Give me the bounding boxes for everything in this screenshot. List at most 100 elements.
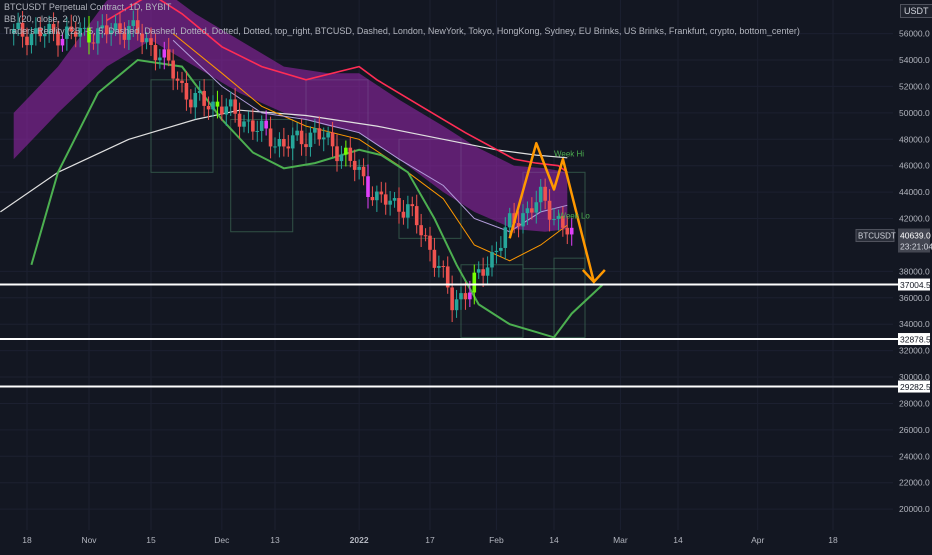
candle-body	[149, 38, 153, 46]
ma-red-line	[106, 0, 568, 173]
candle-body	[459, 293, 463, 300]
price-tick: 34000.0	[899, 319, 930, 329]
candle-body	[131, 20, 136, 27]
candle-body	[406, 204, 410, 218]
candle-body	[308, 132, 313, 148]
candle-body	[490, 252, 494, 268]
week-lo-label: Week Lo	[558, 212, 590, 221]
candle-body	[224, 106, 229, 115]
candle-body	[290, 135, 295, 149]
candle-body	[220, 106, 224, 115]
candle-body	[109, 30, 113, 35]
traders-reality-legend[interactable]: Traders Reality (25, -5, 5, Dashed, Dash…	[4, 26, 800, 36]
candle-body	[51, 23, 56, 32]
candle-body	[530, 208, 534, 213]
time-tick: 18	[828, 535, 838, 545]
price-tick: 54000.0	[899, 55, 930, 65]
candle-body	[344, 147, 348, 155]
candle-body	[317, 128, 322, 140]
candle-body	[158, 57, 162, 61]
symbol-badge	[855, 229, 895, 243]
time-tick: 13	[270, 535, 280, 545]
candle-body	[175, 78, 180, 81]
candle-body	[330, 132, 335, 147]
time-tick: Apr	[751, 535, 764, 545]
symbol-badge-text: BTCUSDT	[858, 232, 896, 241]
pattern-arrowhead	[581, 269, 606, 284]
candle-body	[29, 33, 34, 46]
price-tick: 52000.0	[899, 81, 930, 91]
candle-body	[321, 137, 326, 140]
candle-body	[534, 202, 539, 213]
candle-body	[16, 22, 20, 29]
candle-body	[91, 42, 96, 44]
price-tick: 24000.0	[899, 451, 930, 461]
candle-body	[104, 25, 109, 35]
candle-body	[144, 38, 149, 43]
candle-body	[233, 99, 237, 114]
price-tick: 38000.0	[899, 266, 930, 276]
ma-white-line	[0, 109, 568, 213]
candle-body	[441, 266, 446, 268]
candle-body	[268, 128, 273, 147]
candle-body	[251, 120, 255, 132]
candle-body	[485, 267, 490, 276]
purple-cloud	[13, 0, 568, 232]
price-tick: 32000.0	[899, 346, 930, 356]
candle-body	[255, 130, 260, 132]
time-axis[interactable]: 18 Nov 15 Dec 13 2022 17 Feb 14 Mar 14 Apr 18	[22, 535, 838, 545]
candle-body	[561, 215, 565, 228]
candle-body	[11, 28, 16, 34]
level-badge	[898, 333, 930, 346]
level-badge-text: 37004.5	[900, 280, 931, 290]
candle-body	[171, 60, 175, 79]
candle-body	[246, 120, 251, 122]
candle-body	[379, 191, 384, 195]
candle-body	[507, 213, 512, 228]
candle-body	[361, 166, 366, 177]
candle-body	[206, 105, 211, 110]
candle-body	[25, 36, 29, 46]
price-tick: 36000.0	[899, 293, 930, 303]
pattern-line	[508, 141, 596, 283]
candle-body	[432, 249, 437, 268]
candle-body	[184, 82, 189, 100]
candle-body	[419, 225, 423, 236]
level-badge	[898, 380, 930, 393]
candle-body	[503, 227, 508, 248]
candle-body	[375, 191, 379, 201]
candle-body	[73, 31, 78, 37]
candle-body	[569, 227, 574, 235]
candle-body	[481, 269, 485, 276]
symbol-title[interactable]: BTCUSDT Perpetual Contract, 1D, BYBIT	[4, 2, 172, 12]
time-tick: Nov	[81, 535, 97, 545]
price-tick: 56000.0	[899, 29, 930, 39]
candle-body	[140, 33, 144, 43]
time-tick: Mar	[613, 535, 628, 545]
candle-body	[357, 166, 361, 170]
candle-body	[538, 186, 543, 203]
level-badge	[898, 278, 930, 291]
candle-body	[295, 130, 299, 136]
candle-body	[445, 266, 450, 288]
time-tick: 14	[673, 535, 683, 545]
currency-badge[interactable]: USDT	[900, 4, 932, 18]
price-tick: 50000.0	[899, 108, 930, 118]
price-tick: 48000.0	[899, 134, 930, 144]
candle-body	[401, 211, 406, 218]
candle-body	[352, 160, 357, 170]
candle-body	[366, 176, 370, 198]
candle-body	[113, 23, 118, 31]
candle-body	[162, 49, 167, 58]
candle-body	[197, 90, 202, 93]
price-tick: 22000.0	[899, 478, 930, 488]
time-tick: Dec	[214, 535, 230, 545]
price-axis[interactable]: 56000.0 54000.0 52000.0 50000.0 48000.0 46000…	[899, 29, 930, 515]
horizontal-levels[interactable]: 37004.5 32878.5 29282.5	[0, 278, 931, 393]
candle-body	[410, 204, 415, 207]
bb-indicator-legend[interactable]: BB (20, close, 2, 0)	[4, 14, 81, 24]
time-tick: 2022	[350, 535, 369, 545]
